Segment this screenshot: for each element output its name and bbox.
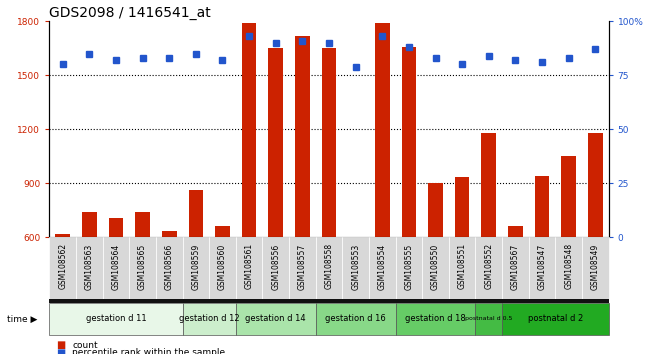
Bar — [82, 212, 97, 237]
Text: gestation d 18: gestation d 18 — [405, 314, 466, 324]
Bar — [322, 48, 336, 237]
Text: gestation d 12: gestation d 12 — [179, 314, 240, 324]
Text: gestation d 16: gestation d 16 — [325, 314, 386, 324]
Text: GSM108567: GSM108567 — [511, 243, 520, 290]
Text: ■: ■ — [56, 340, 65, 350]
Text: GSM108562: GSM108562 — [58, 243, 67, 290]
Text: postnatal d 2: postnatal d 2 — [528, 314, 583, 324]
Bar — [136, 212, 150, 237]
Bar — [561, 156, 576, 237]
Text: GSM108548: GSM108548 — [564, 243, 573, 290]
Text: percentile rank within the sample: percentile rank within the sample — [72, 348, 226, 354]
Text: gestation d 14: gestation d 14 — [245, 314, 306, 324]
Text: postnatal d 0.5: postnatal d 0.5 — [465, 316, 513, 321]
Text: GSM108558: GSM108558 — [324, 243, 334, 290]
Bar — [588, 133, 603, 237]
Text: GSM108554: GSM108554 — [378, 243, 387, 290]
Bar — [241, 23, 257, 237]
Text: GSM108552: GSM108552 — [484, 243, 494, 290]
Bar — [162, 231, 176, 237]
Text: GSM108550: GSM108550 — [431, 243, 440, 290]
Text: GSM108551: GSM108551 — [458, 243, 467, 290]
Bar — [508, 227, 522, 237]
Text: GSM108557: GSM108557 — [298, 243, 307, 290]
Text: ■: ■ — [56, 348, 65, 354]
Text: GSM108549: GSM108549 — [591, 243, 600, 290]
Text: GSM108547: GSM108547 — [538, 243, 547, 290]
Text: GSM108561: GSM108561 — [245, 243, 253, 290]
Text: GSM108566: GSM108566 — [164, 243, 174, 290]
Text: GDS2098 / 1416541_at: GDS2098 / 1416541_at — [49, 6, 211, 20]
Bar — [295, 36, 310, 237]
Text: GSM108553: GSM108553 — [351, 243, 360, 290]
Bar — [375, 23, 390, 237]
Text: gestation d 11: gestation d 11 — [86, 314, 146, 324]
Bar — [455, 177, 470, 237]
Bar — [188, 190, 203, 237]
Bar — [55, 234, 70, 237]
Text: GSM108563: GSM108563 — [85, 243, 94, 290]
Text: count: count — [72, 341, 98, 350]
Text: GSM108560: GSM108560 — [218, 243, 227, 290]
Text: GSM108559: GSM108559 — [191, 243, 200, 290]
Text: GSM108556: GSM108556 — [271, 243, 280, 290]
Bar — [268, 48, 283, 237]
Text: GSM108555: GSM108555 — [405, 243, 413, 290]
Bar — [482, 133, 496, 237]
Bar — [428, 183, 443, 237]
Bar — [109, 218, 123, 237]
Text: time ▶: time ▶ — [7, 314, 37, 324]
Text: GSM108564: GSM108564 — [111, 243, 120, 290]
Bar — [401, 47, 417, 237]
Bar — [215, 227, 230, 237]
Text: GSM108565: GSM108565 — [138, 243, 147, 290]
Bar — [535, 176, 549, 237]
